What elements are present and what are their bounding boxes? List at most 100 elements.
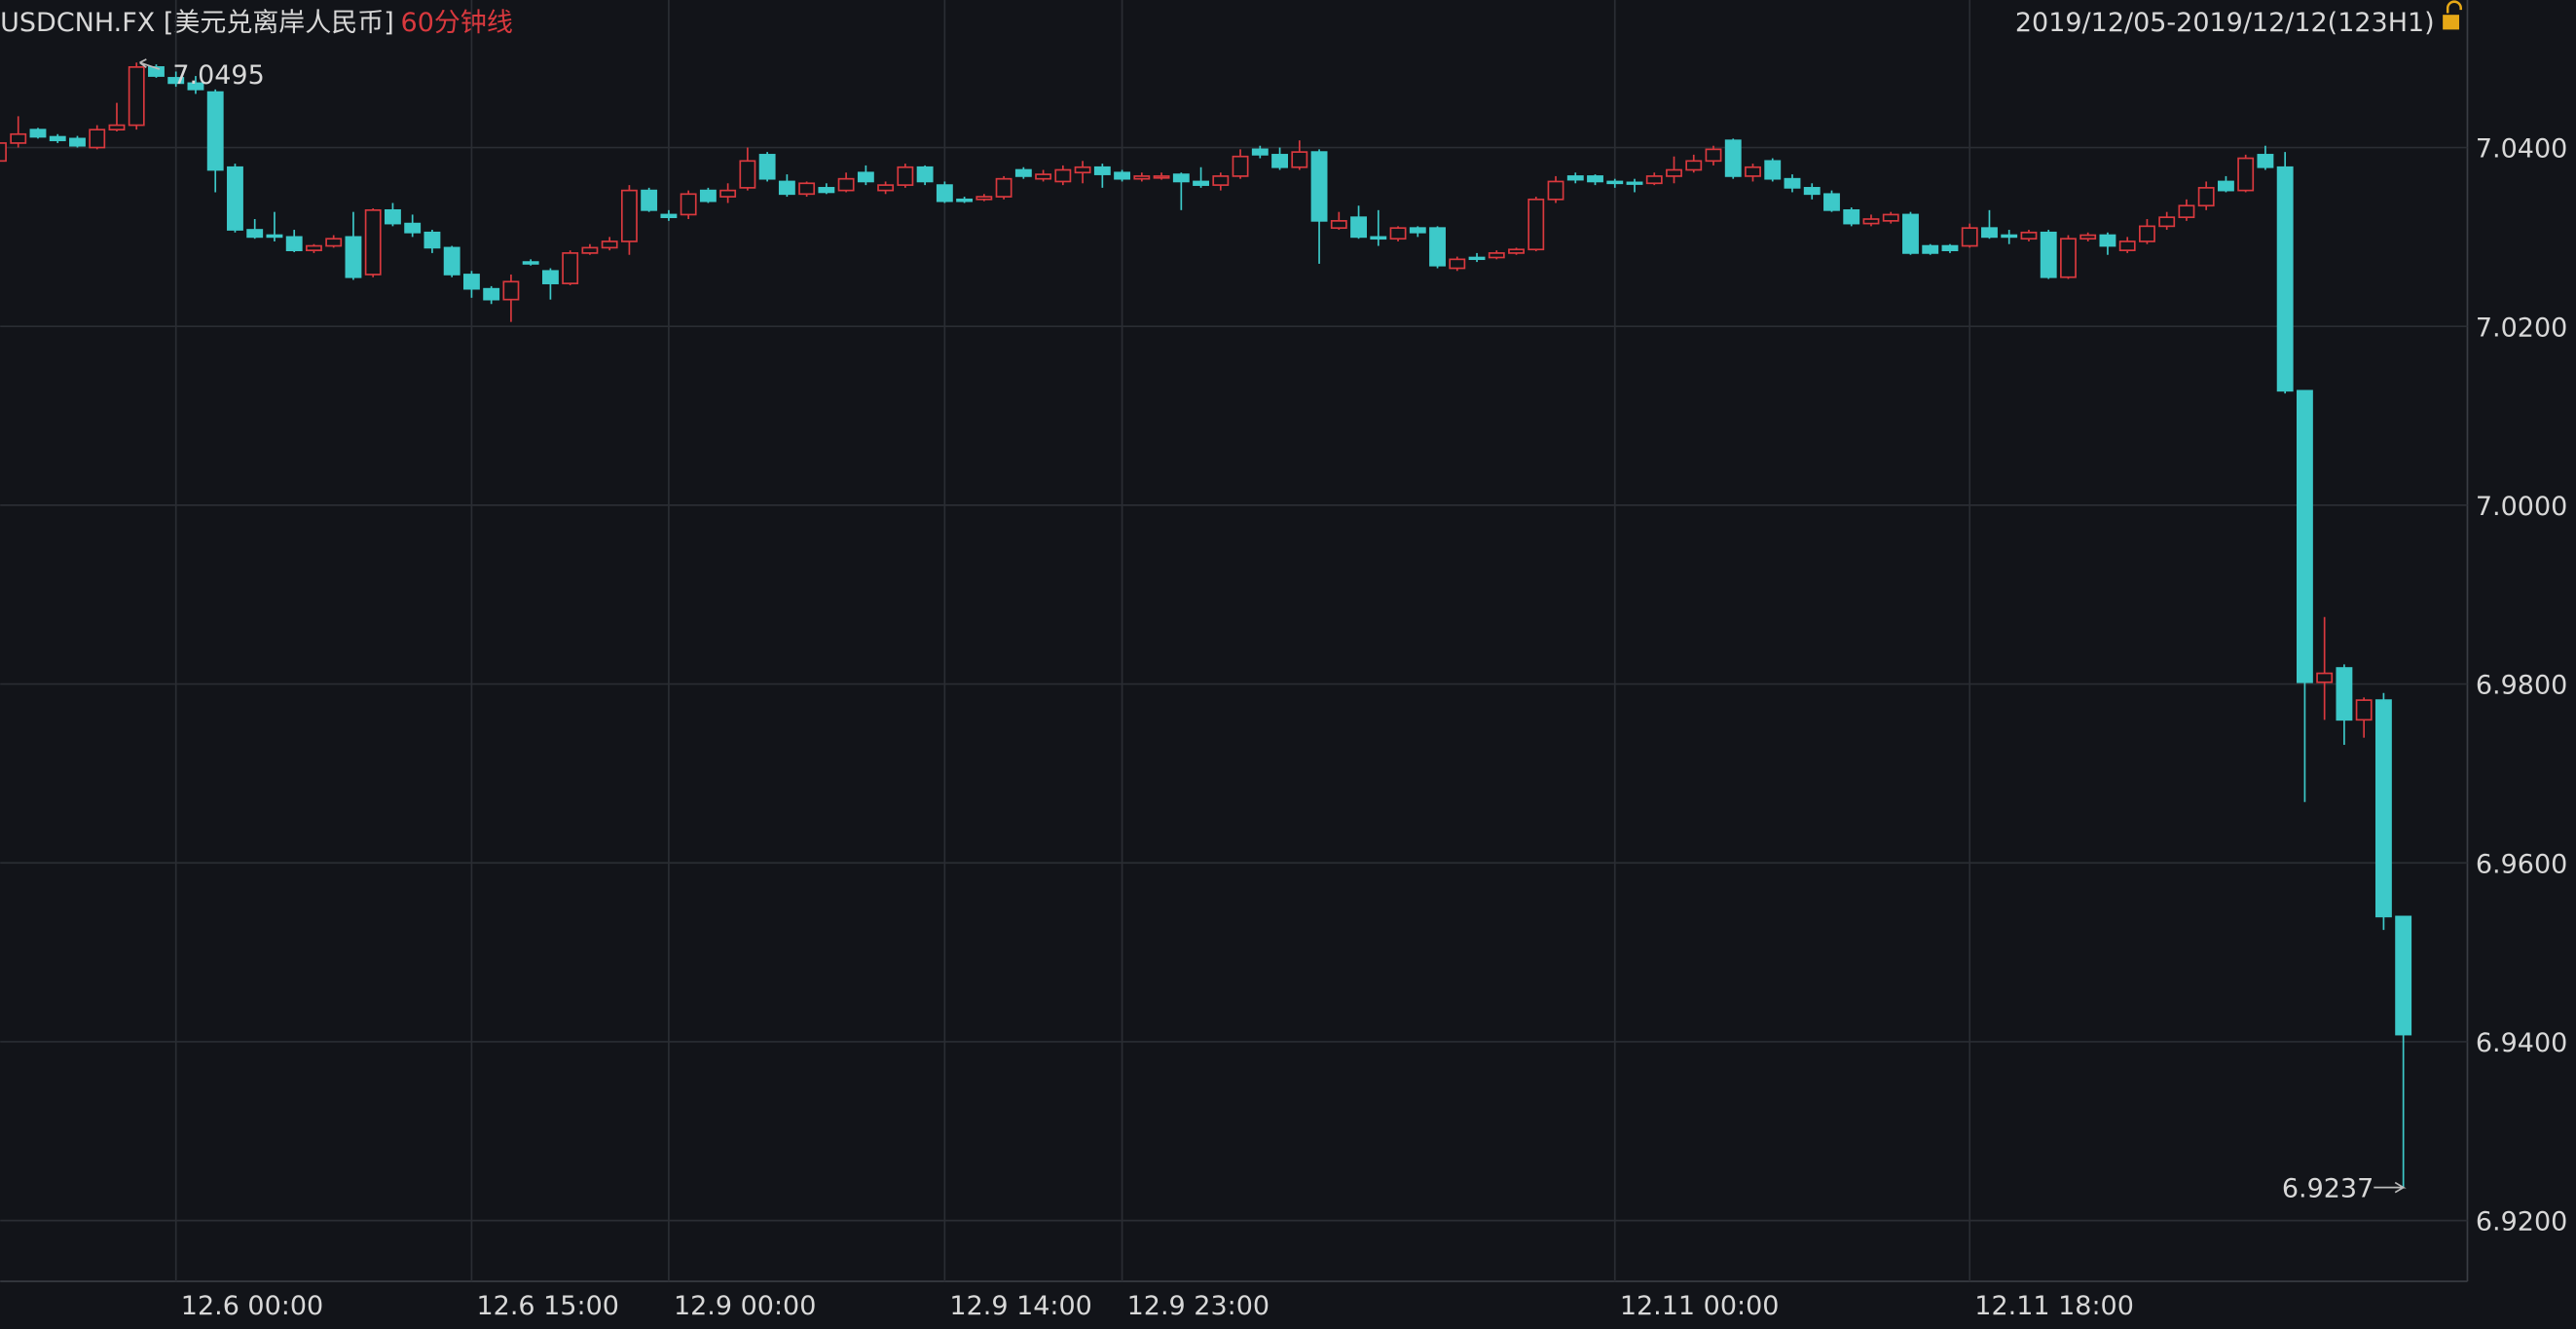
- candle-body: [285, 236, 303, 251]
- candle-body: [1488, 252, 1505, 259]
- candle-body: [522, 261, 539, 265]
- candle-body: [404, 222, 422, 234]
- candle-body: [641, 189, 658, 211]
- candle-body: [1606, 180, 1624, 185]
- candle-body: [443, 246, 460, 276]
- candle-body: [2178, 204, 2195, 219]
- candle-body: [877, 184, 895, 192]
- candle-body: [1232, 155, 1249, 177]
- candle-body: [1666, 168, 1682, 177]
- candle-body: [1961, 227, 1978, 247]
- candle-body: [1172, 173, 1190, 183]
- candle-body: [581, 246, 599, 254]
- candle-body: [246, 229, 264, 239]
- x-tick-label: 12.6 15:00: [476, 1291, 618, 1321]
- candle-body: [1745, 166, 1761, 177]
- candle-body: [1705, 148, 1722, 163]
- max-arrow: [139, 58, 161, 70]
- candle-body: [1193, 180, 1210, 186]
- candle-body: [2237, 157, 2255, 192]
- candle-body: [1014, 168, 1032, 177]
- x-tick-label: 12.9 23:00: [1127, 1291, 1270, 1321]
- chart-header: USDCNH.FX [美元兑离岸人民币] 60分钟线: [0, 8, 513, 38]
- candle-body: [2355, 699, 2373, 721]
- candle-body: [2099, 234, 2116, 247]
- candle-body: [1449, 258, 1466, 270]
- candle-body: [2336, 667, 2353, 721]
- candle-body: [936, 184, 953, 203]
- candle-body: [483, 287, 500, 301]
- candle-body: [758, 154, 776, 180]
- candle-body: [2197, 187, 2215, 207]
- x-tick-label: 12.11 00:00: [1620, 1291, 1780, 1321]
- candle-body: [739, 160, 756, 189]
- candle-body: [1310, 151, 1328, 222]
- y-tick-label: 6.9400: [2476, 1028, 2567, 1058]
- candle-body: [1882, 213, 1899, 222]
- candle-body: [1330, 220, 1347, 230]
- candle-body: [1823, 193, 1840, 211]
- candle-body: [1843, 208, 1860, 225]
- candle-body: [1389, 227, 1407, 240]
- candle-body: [1941, 244, 1959, 251]
- period-label: 60分钟线: [401, 8, 513, 38]
- candle-body: [1114, 171, 1131, 180]
- candle-body: [620, 189, 638, 242]
- candle-body: [857, 171, 874, 183]
- candle-body: [1547, 180, 1564, 201]
- y-tick-label: 6.9800: [2476, 671, 2567, 701]
- candle-body: [837, 177, 855, 192]
- candle-body: [1212, 175, 1230, 186]
- candle-body: [423, 231, 441, 249]
- y-tick-label: 6.9600: [2476, 849, 2567, 879]
- candle-body: [778, 180, 795, 196]
- candle-body: [897, 166, 914, 186]
- candle-body: [1685, 160, 1703, 171]
- candle-body: [1291, 151, 1308, 168]
- y-tick-label: 7.0000: [2476, 492, 2567, 522]
- candle-body: [0, 142, 7, 163]
- candle-body: [601, 240, 618, 249]
- candle-body: [1981, 227, 1998, 239]
- candle-body: [1133, 175, 1151, 180]
- candle-body: [541, 270, 559, 284]
- candle-body: [2139, 225, 2155, 242]
- candle-body: [719, 189, 737, 198]
- range-label: 2019/12/05-2019/12/12(123H1): [2015, 8, 2435, 38]
- candle-body: [1764, 160, 1782, 180]
- candle-body: [1587, 175, 1603, 183]
- candle-body: [2374, 699, 2392, 918]
- candle-body: [2395, 915, 2412, 1036]
- candle-body: [1271, 154, 1288, 168]
- candle-body: [128, 66, 145, 127]
- min-label: 6.9237: [2282, 1174, 2374, 1204]
- y-tick-label: 7.0400: [2476, 134, 2567, 165]
- candle-body: [266, 234, 283, 239]
- candle-body: [818, 187, 835, 194]
- candle-body: [345, 236, 362, 278]
- lock-icon: [2443, 0, 2462, 30]
- candle-body: [2079, 234, 2097, 240]
- candle-body: [798, 182, 816, 196]
- candle-body: [916, 166, 934, 183]
- candle-body: [2257, 154, 2274, 168]
- candle-body: [1251, 148, 1269, 156]
- candle-body: [2158, 216, 2176, 228]
- candle-body: [1922, 244, 1939, 254]
- candle-body: [10, 132, 27, 144]
- candle-body: [1803, 187, 1821, 196]
- candle-body: [1054, 168, 1072, 183]
- candle-body: [2276, 166, 2294, 392]
- candle-body: [206, 91, 224, 171]
- candle-body: [1566, 175, 1584, 181]
- candle-body: [49, 135, 66, 142]
- candle-body: [1862, 218, 1880, 225]
- candle-body: [29, 129, 47, 138]
- x-tick-label: 12.11 18:00: [1974, 1291, 2134, 1321]
- candle-body: [1429, 227, 1446, 267]
- lock-body: [2443, 15, 2460, 30]
- candle-body: [680, 193, 697, 216]
- y-tick-label: 6.9200: [2476, 1207, 2567, 1237]
